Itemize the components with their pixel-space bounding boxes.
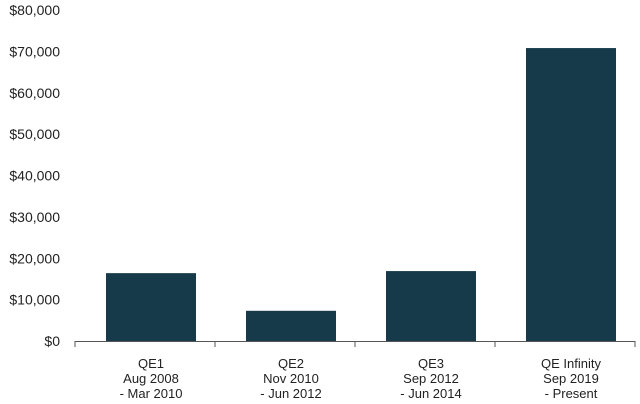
y-tick-label: $20,000 (9, 250, 60, 266)
y-tick-label: $80,000 (9, 2, 60, 18)
y-tick-label: $30,000 (9, 209, 60, 225)
x-category-label-period-start: Aug 2008 (123, 371, 179, 386)
bar-qe3 (386, 271, 476, 341)
x-category-label-period-start: Sep 2012 (403, 371, 459, 386)
y-axis-ticks: $0 $10,000 $20,000 $30,000 $40,000 $50,000 $60… (9, 2, 60, 349)
x-category-label-name: QE3 (418, 356, 444, 371)
y-tick-label: $40,000 (9, 168, 60, 184)
x-axis (74, 341, 636, 347)
y-tick-label: $50,000 (9, 126, 60, 142)
y-tick-label: $60,000 (9, 85, 60, 101)
y-tick-label: $10,000 (9, 292, 60, 308)
y-tick-label: $70,000 (9, 43, 60, 59)
x-category-label-period-start: Nov 2010 (263, 371, 319, 386)
x-category-label-name: QE1 (138, 356, 164, 371)
x-category-label-period-end: - Jun 2012 (260, 386, 321, 401)
bar-qe-infinity (526, 48, 616, 341)
x-category-label-period-start: Sep 2019 (543, 371, 599, 386)
bar-qe1 (106, 273, 196, 341)
bars-group (106, 48, 616, 341)
x-category-label-period-end: - Mar 2010 (120, 386, 183, 401)
x-category-label-name: QE Infinity (541, 356, 601, 371)
x-category-label-period-end: - Jun 2014 (400, 386, 461, 401)
x-category-label-name: QE2 (278, 356, 304, 371)
y-tick-label: $0 (44, 333, 60, 349)
bar-qe2 (246, 310, 336, 341)
x-category-label-period-end: - Present (545, 386, 598, 401)
